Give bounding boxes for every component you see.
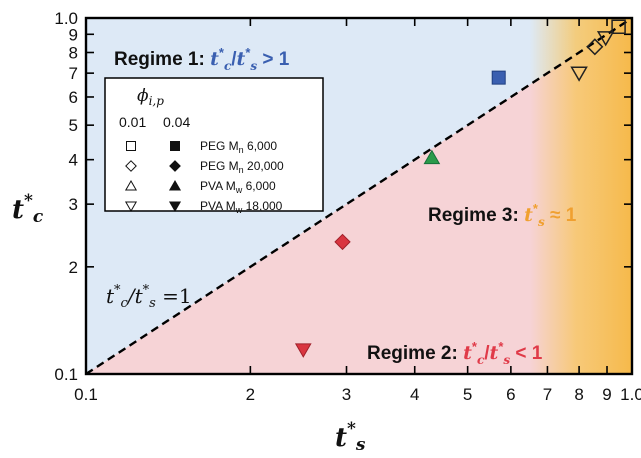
legend-entry-label: PVA Mw 18,000 — [200, 199, 283, 215]
y-tick-label: 8 — [69, 43, 78, 62]
y-tick-label: 6 — [69, 88, 78, 107]
legend-title: ϕi,p — [137, 86, 164, 108]
x-tick-label: 9 — [602, 385, 611, 404]
regime-1-label: Regime 1: t*c/t*s > 1 — [114, 45, 290, 73]
x-tick-label: 2 — [246, 385, 255, 404]
legend-open-diamond-icon — [125, 160, 137, 172]
legend-open-triangle-down-icon — [124, 201, 138, 212]
data-point-triangle-down — [294, 343, 312, 358]
regime-2-label: Regime 2: t*c/t*s < 1 — [367, 339, 543, 367]
x-tick-label: 1.0 — [620, 385, 641, 404]
legend: ϕi,p 0.01 0.04 PEG Mn 6,000 PEG Mn 20,000… — [104, 77, 324, 215]
y-tick-label: 0.1 — [54, 365, 78, 384]
x-tick-label: 7 — [543, 385, 552, 404]
y-tick-label: 5 — [69, 116, 78, 135]
legend-column-0.01: 0.01 — [119, 114, 146, 130]
legend-filled-triangle-up-icon — [168, 180, 182, 191]
legend-box — [104, 77, 324, 212]
x-tick-label: 4 — [410, 385, 419, 404]
data-point-triangle-down — [570, 66, 588, 82]
y-tick-label: 3 — [69, 195, 78, 214]
data-markers — [294, 19, 626, 358]
x-tick-label: 3 — [342, 385, 351, 404]
data-point-diamond — [334, 233, 351, 251]
x-tick-label: 0.1 — [74, 385, 98, 404]
y-tick-label: 7 — [69, 64, 78, 83]
legend-open-square-icon — [126, 141, 136, 151]
reference-line — [85, 16, 633, 376]
data-point-triangle-up — [423, 149, 441, 165]
regime-2-prefix: Regime 2: — [367, 343, 463, 364]
legend-filled-diamond-icon — [169, 160, 181, 172]
data-point-square — [491, 70, 506, 85]
y-tick-label: 9 — [69, 25, 78, 44]
x-tick-label: 5 — [463, 385, 472, 404]
legend-filled-square-icon — [170, 141, 180, 151]
x-tick-label: 6 — [506, 385, 515, 404]
legend-entry-label: PVA Mw 6,000 — [200, 179, 276, 195]
x-tick-label: 8 — [574, 385, 583, 404]
regime-3-area — [530, 18, 632, 374]
regime-3-prefix: Regime 3: — [428, 205, 524, 226]
legend-entry-label: PEG Mn 20,000 — [200, 159, 284, 175]
data-point-triangle-down — [596, 31, 615, 47]
y-tick-label: 2 — [69, 258, 78, 277]
y-tick-label: 1.0 — [54, 9, 78, 28]
x-axis-title: t*s — [335, 419, 366, 455]
plot-frame — [84, 16, 634, 376]
legend-filled-triangle-down-icon — [168, 201, 182, 212]
data-point-diamond — [586, 38, 604, 56]
data-point-square — [611, 19, 626, 34]
legend-entry-label: PEG Mn 6,000 — [200, 139, 277, 155]
regime-1-prefix: Regime 1: — [114, 49, 210, 70]
y-tick-label: 4 — [69, 151, 78, 170]
reference-line-label: t*c/t*s =1 — [106, 283, 192, 311]
y-axis-title: t*c — [12, 191, 44, 227]
legend-column-0.04: 0.04 — [163, 114, 190, 130]
regime-3-label: Regime 3: t*s ≈ 1 — [428, 201, 577, 229]
legend-open-triangle-up-icon — [124, 180, 138, 191]
